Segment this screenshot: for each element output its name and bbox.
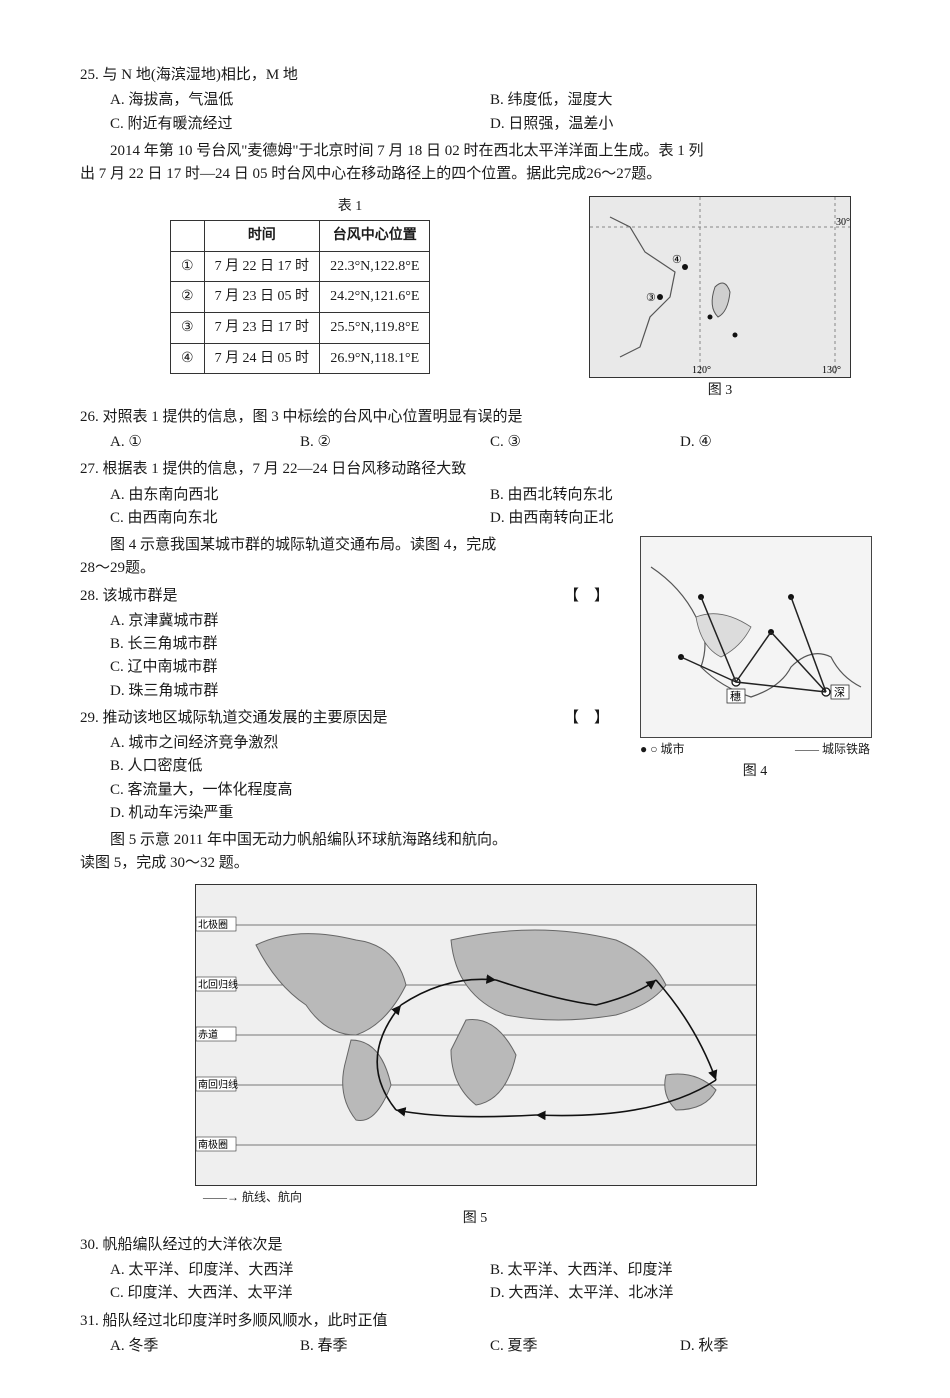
table1-r1-pos: 22.3°N,122.8°E bbox=[320, 251, 430, 282]
table1-r2-idx: ② bbox=[171, 282, 205, 313]
table1-header-row: 时间 台风中心位置 bbox=[171, 220, 430, 251]
q25-opt-d: D. 日照强，温差小 bbox=[490, 113, 870, 136]
table1-r2-time: 7 月 23 日 05 时 bbox=[204, 282, 320, 313]
fig5-wrap: 北极圈 北回归线 赤道 南回归线 南极圈 ——→ 航线、航向 图 5 bbox=[195, 884, 755, 1230]
table1-r1-idx: ① bbox=[171, 251, 205, 282]
table1-row-4: ④ 7 月 24 日 05 时 26.9°N,118.1°E bbox=[171, 343, 430, 374]
q29-stem-text: 29. 推动该地区城际轨道交通发展的主要原因是 bbox=[80, 710, 388, 726]
fig4-legend-rail: —— 城际铁路 bbox=[795, 740, 870, 759]
question-27: 27. 根据表 1 提供的信息，7 月 22—24 日台风移动路径大致 A. 由… bbox=[80, 458, 870, 530]
q27-opt-c: C. 由西南向东北 bbox=[110, 507, 490, 530]
q27-stem: 27. 根据表 1 提供的信息，7 月 22—24 日台风移动路径大致 bbox=[80, 458, 870, 481]
table1-r1-time: 7 月 22 日 17 时 bbox=[204, 251, 320, 282]
table1-r2-pos: 24.2°N,121.6°E bbox=[320, 282, 430, 313]
table1-r3-idx: ③ bbox=[171, 313, 205, 344]
fig4-legend: ● ○ 城市 —— 城际铁路 bbox=[640, 740, 870, 759]
table1-r4-idx: ④ bbox=[171, 343, 205, 374]
q26-opt-d: D. ④ bbox=[680, 431, 870, 454]
table1-r4-pos: 26.9°N,118.1°E bbox=[320, 343, 430, 374]
table1-wrap: 表 1 时间 台风中心位置 ① 7 月 22 日 17 时 22.3°N,122… bbox=[170, 196, 530, 374]
page-root: 25. 与 N 地(海滨湿地)相比，M 地 A. 海拔高，气温低 B. 纬度低，… bbox=[0, 0, 950, 1398]
q31-opt-d: D. 秋季 bbox=[680, 1335, 870, 1358]
q30-opt-b: B. 太平洋、大西洋、印度洋 bbox=[490, 1259, 870, 1282]
fig4-legend-city: ● ○ 城市 bbox=[640, 740, 685, 759]
table1-and-fig3: 表 1 时间 台风中心位置 ① 7 月 22 日 17 时 22.3°N,122… bbox=[170, 196, 870, 402]
table1-row-3: ③ 7 月 23 日 17 时 25.5°N,119.8°E bbox=[171, 313, 430, 344]
table1-h-time: 时间 bbox=[204, 220, 320, 251]
fig5-lbl-equator: 赤道 bbox=[198, 1028, 218, 1041]
fig5-lbl-arctic: 北极圈 bbox=[198, 918, 228, 931]
question-26: 26. 对照表 1 提供的信息，图 3 中标绘的台风中心位置明显有误的是 A. … bbox=[80, 406, 870, 455]
q26-options: A. ① B. ② C. ③ D. ④ bbox=[110, 431, 870, 454]
q25-opt-b: B. 纬度低，湿度大 bbox=[490, 89, 870, 112]
fig5-lbl-antarctic: 南极圈 bbox=[198, 1138, 228, 1151]
q26-opt-b: B. ② bbox=[300, 431, 490, 454]
q27-opt-d: D. 由西南转向正北 bbox=[490, 507, 870, 530]
passage1-line2: 出 7 月 22 日 17 时—24 日 05 时台风中心在移动路径上的四个位置… bbox=[80, 163, 870, 186]
q29-bracket: 【 】 bbox=[564, 707, 609, 730]
q28-stem-text: 28. 该城市群是 bbox=[80, 588, 178, 604]
question-30: 30. 帆船编队经过的大洋依次是 A. 太平洋、印度洋、大西洋 B. 太平洋、大… bbox=[80, 1234, 870, 1306]
q31-opt-b: B. 春季 bbox=[300, 1335, 490, 1358]
q25-options: A. 海拔高，气温低 B. 纬度低，湿度大 C. 附近有暖流经过 D. 日照强，… bbox=[110, 89, 870, 136]
passage3-line1: 图 5 示意 2011 年中国无动力帆船编队环球航海路线和航向。 bbox=[80, 829, 870, 852]
fig3-pt-3: ③ bbox=[646, 292, 656, 304]
q30-options: A. 太平洋、印度洋、大西洋 B. 太平洋、大西洋、印度洋 C. 印度洋、大西洋… bbox=[110, 1259, 870, 1306]
q31-opt-c: C. 夏季 bbox=[490, 1335, 680, 1358]
fig4-label-sz: 深 bbox=[834, 686, 845, 699]
question-25: 25. 与 N 地(海滨湿地)相比，M 地 A. 海拔高，气温低 B. 纬度低，… bbox=[80, 64, 870, 136]
fig3-lon-120: 120° bbox=[692, 365, 711, 376]
fig5-lbl-ntropic: 北回归线 bbox=[198, 978, 238, 991]
table1-h-idx bbox=[171, 220, 205, 251]
fig5-caption: 图 5 bbox=[195, 1208, 755, 1230]
table1-row-1: ① 7 月 22 日 17 时 22.3°N,122.8°E bbox=[171, 251, 430, 282]
q27-options: A. 由东南向西北 B. 由西北转向东北 C. 由西南向东北 D. 由西南转向正… bbox=[110, 484, 870, 531]
q26-opt-c: C. ③ bbox=[490, 431, 680, 454]
table1-h-pos: 台风中心位置 bbox=[320, 220, 430, 251]
fig3-caption: 图 3 bbox=[570, 380, 870, 402]
q28-bracket: 【 】 bbox=[564, 585, 609, 608]
fig4-map: 穗 深 bbox=[640, 536, 872, 738]
fig5-lbl-stropic: 南回归线 bbox=[198, 1078, 238, 1091]
q27-opt-a: A. 由东南向西北 bbox=[110, 484, 490, 507]
fig3-lon-130: 130° bbox=[822, 365, 841, 376]
table1-row-2: ② 7 月 23 日 05 时 24.2°N,121.6°E bbox=[171, 282, 430, 313]
q31-opt-a: A. 冬季 bbox=[110, 1335, 300, 1358]
passage-30-32: 图 5 示意 2011 年中国无动力帆船编队环球航海路线和航向。 读图 5，完成… bbox=[80, 829, 870, 876]
fig5-legend: ——→ 航线、航向 bbox=[203, 1188, 755, 1207]
q26-opt-a: A. ① bbox=[110, 431, 300, 454]
table1-r3-time: 7 月 23 日 17 时 bbox=[204, 313, 320, 344]
table1-title: 表 1 bbox=[170, 196, 530, 218]
fig3-lat-30: 30° bbox=[836, 217, 850, 228]
q25-stem: 25. 与 N 地(海滨湿地)相比，M 地 bbox=[80, 64, 870, 87]
q30-opt-d: D. 大西洋、太平洋、北冰洋 bbox=[490, 1282, 870, 1305]
q31-stem: 31. 船队经过北印度洋时多顺风顺水，此时正值 bbox=[80, 1310, 870, 1333]
table1-r4-time: 7 月 24 日 05 时 bbox=[204, 343, 320, 374]
q30-opt-a: A. 太平洋、印度洋、大西洋 bbox=[110, 1259, 490, 1282]
passage3-line2: 读图 5，完成 30～32 题。 bbox=[80, 852, 870, 875]
fig3-map: 120° 130° 30° ③ ④ bbox=[589, 196, 851, 378]
fig3-wrap: 120° 130° 30° ③ ④ 图 3 bbox=[570, 196, 870, 402]
fig3-pt-4: ④ bbox=[672, 254, 682, 266]
passage-26-27: 2014 年第 10 号台风"麦德姆"于北京时间 7 月 18 日 02 时在西… bbox=[80, 140, 870, 187]
fig4-wrap: 穗 深 ● ○ 城市 —— 城际铁路 图 4 bbox=[640, 536, 870, 782]
q30-opt-c: C. 印度洋、大西洋、太平洋 bbox=[110, 1282, 490, 1305]
q29-opt-d: D. 机动车污染严重 bbox=[110, 802, 870, 825]
q25-opt-c: C. 附近有暖流经过 bbox=[110, 113, 490, 136]
table1-r3-pos: 25.5°N,119.8°E bbox=[320, 313, 430, 344]
q25-opt-a: A. 海拔高，气温低 bbox=[110, 89, 490, 112]
q31-options: A. 冬季 B. 春季 C. 夏季 D. 秋季 bbox=[110, 1335, 870, 1358]
fig4-caption: 图 4 bbox=[640, 761, 870, 783]
question-31: 31. 船队经过北印度洋时多顺风顺水，此时正值 A. 冬季 B. 春季 C. 夏… bbox=[80, 1310, 870, 1359]
table1: 时间 台风中心位置 ① 7 月 22 日 17 时 22.3°N,122.8°E… bbox=[170, 220, 430, 374]
fig5-world-map: 北极圈 北回归线 赤道 南回归线 南极圈 bbox=[195, 884, 757, 1186]
fig4-label-gz: 穗 bbox=[730, 690, 741, 703]
q30-stem: 30. 帆船编队经过的大洋依次是 bbox=[80, 1234, 870, 1257]
q27-opt-b: B. 由西北转向东北 bbox=[490, 484, 870, 507]
passage1-line1: 2014 年第 10 号台风"麦德姆"于北京时间 7 月 18 日 02 时在西… bbox=[80, 140, 870, 163]
q26-stem: 26. 对照表 1 提供的信息，图 3 中标绘的台风中心位置明显有误的是 bbox=[80, 406, 870, 429]
